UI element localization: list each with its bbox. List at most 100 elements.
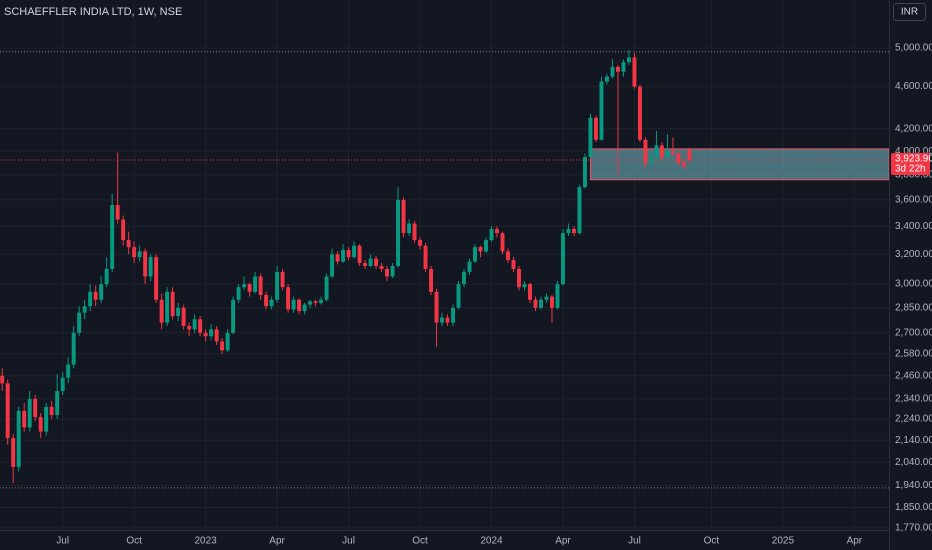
candle-body — [632, 57, 637, 87]
x-tick-label: Apr — [847, 536, 863, 547]
candle-body — [264, 295, 269, 307]
candle-body — [115, 205, 120, 220]
candle-body — [104, 268, 109, 285]
candle-body — [582, 156, 587, 188]
candle-body — [176, 307, 181, 316]
y-tick-label: 2,580.00 — [895, 348, 932, 359]
y-tick-label: 1,940.00 — [895, 480, 932, 491]
x-tick-label: Oct — [412, 536, 428, 547]
candle-body — [346, 249, 351, 258]
candle-body — [203, 332, 208, 337]
candle-body — [297, 299, 302, 312]
candle-body — [368, 258, 373, 266]
candle-body — [93, 291, 98, 300]
axes: 1,770.00 1,850.00 1,940.00 2,040.00 2,140.00… — [56, 43, 932, 547]
x-tick-label: Apr — [555, 536, 571, 547]
candle-body — [55, 391, 60, 415]
candle-body — [324, 276, 329, 300]
currency-button[interactable] — [893, 3, 926, 21]
y-tick-label: 2,460.00 — [895, 370, 932, 381]
x-tick-label: Jul — [342, 536, 355, 547]
candle-body — [82, 306, 87, 313]
candle-body — [198, 319, 203, 333]
candle-body — [121, 219, 126, 241]
candle-body — [302, 304, 307, 312]
x-tick-label: Jul — [628, 536, 641, 547]
candle-body — [71, 332, 76, 365]
candle-body — [626, 57, 631, 63]
chart-title: SCHAEFFLER INDIA LTD, 1W, NSE — [4, 6, 182, 18]
x-tick-label: Oct — [704, 536, 720, 547]
candle-body — [522, 284, 527, 288]
candle-body — [159, 299, 164, 323]
candle-body — [593, 117, 598, 140]
price-label: 3,923.90 — [895, 154, 932, 165]
x-tick-label: Oct — [126, 536, 142, 547]
candle-body — [654, 145, 659, 157]
candle-body — [363, 263, 368, 266]
candle-body — [0, 375, 5, 384]
x-tick-label: Apr — [269, 536, 285, 547]
y-tick-label: 2,140.00 — [895, 435, 932, 446]
candle-body — [390, 265, 395, 277]
grid — [0, 0, 889, 530]
candle-body — [11, 438, 16, 467]
countdown: 3d 22h — [895, 164, 926, 175]
candle-body — [357, 245, 362, 264]
candle-body — [374, 258, 379, 266]
candle-body — [511, 260, 516, 269]
candle-body — [550, 296, 554, 308]
candle-body — [385, 268, 390, 277]
candle-body — [335, 254, 340, 262]
candle-body — [22, 410, 27, 428]
candle-body — [544, 296, 549, 300]
candle-body — [555, 284, 560, 308]
candle-body — [225, 332, 230, 351]
candle-body — [467, 261, 472, 272]
candle-body — [610, 66, 615, 77]
candle-body — [44, 406, 49, 432]
candle-body — [528, 284, 532, 300]
candle-body — [60, 377, 65, 392]
candle-body — [247, 284, 252, 292]
y-tick-label: 4,600.00 — [895, 81, 932, 92]
candle-body — [275, 271, 280, 300]
y-tick-label: 4,200.00 — [895, 123, 932, 134]
candle-body — [269, 299, 274, 307]
candle-body — [539, 299, 543, 308]
candle-body — [313, 301, 318, 303]
candle-body — [456, 284, 461, 308]
candle-body — [495, 228, 499, 234]
candle-body — [445, 317, 450, 323]
candle-body — [192, 319, 197, 330]
candle-body — [396, 199, 401, 266]
candle-body — [38, 417, 43, 432]
candle-body — [137, 251, 142, 258]
candle-body — [401, 199, 406, 234]
candle-body — [154, 257, 159, 300]
candle-body — [434, 291, 439, 323]
y-tick-label: 1,770.00 — [895, 523, 932, 534]
x-tick-label: 2024 — [480, 536, 503, 547]
candle-body — [566, 228, 571, 234]
candle-body — [286, 287, 291, 310]
plot — [0, 49, 890, 489]
y-tick-label: 3,400.00 — [895, 221, 932, 232]
candle-body — [407, 223, 412, 234]
candle-body — [412, 223, 417, 241]
y-tick-label: 1,850.00 — [895, 502, 932, 513]
candle-body — [451, 307, 456, 323]
currency[interactable]: INR — [901, 7, 918, 18]
candle-body — [484, 240, 488, 252]
y-tick-label: 2,700.00 — [895, 327, 932, 338]
candle-body — [181, 307, 186, 326]
candle-body — [110, 205, 115, 269]
y-tick-label: 2,240.00 — [895, 414, 932, 425]
candle-body — [258, 276, 263, 296]
candle-body — [49, 406, 54, 415]
zone — [589, 148, 890, 181]
x-tick-label: Jul — [56, 536, 69, 547]
candle-body — [220, 341, 225, 351]
